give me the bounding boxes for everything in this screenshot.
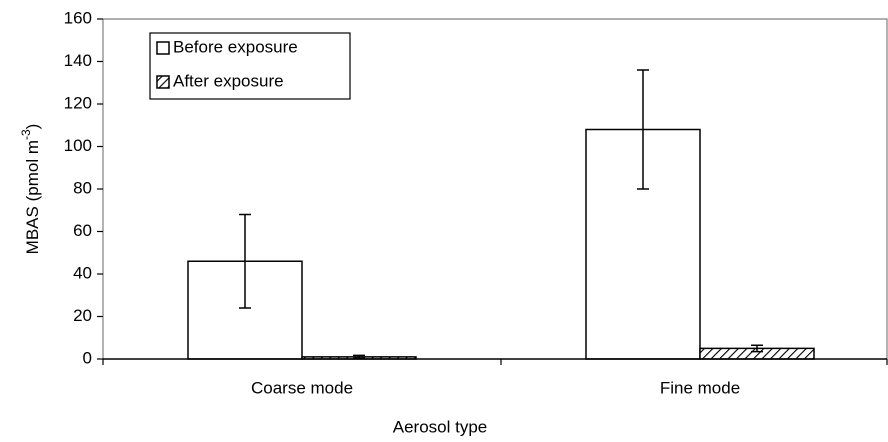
y-tick-label: 20: [73, 306, 92, 325]
y-axis-title: MBAS (pmol m-3): [19, 124, 42, 255]
y-tick-label: 60: [73, 221, 92, 240]
legend: Before exposure After exposure: [149, 32, 351, 100]
y-axis-title-suffix: ): [23, 124, 42, 130]
error-bar: [751, 344, 763, 353]
y-tick-label: 40: [73, 263, 92, 282]
error-bar: [239, 213, 251, 309]
legend-label: After exposure: [173, 71, 284, 90]
legend-label: Before exposure: [173, 37, 298, 56]
y-tick-label: 100: [64, 136, 92, 155]
x-axis-title: Aerosol type: [393, 417, 488, 436]
y-axis-title-text: MBAS (pmol m: [23, 140, 42, 254]
y-axis-title-sup: -3: [19, 129, 33, 140]
y-tick-label: 120: [64, 93, 92, 112]
y-tick-label: 160: [64, 8, 92, 27]
x-tick-label: Fine mode: [660, 378, 740, 397]
legend-swatch: [156, 41, 170, 55]
y-tick-label: 140: [64, 51, 92, 70]
y-tick-label: 0: [83, 348, 92, 367]
x-tick-label: Coarse mode: [251, 378, 353, 397]
legend-swatch: [156, 75, 170, 89]
error-bar: [637, 69, 649, 190]
y-tick-label: 80: [73, 178, 92, 197]
legend-box: [149, 32, 351, 100]
